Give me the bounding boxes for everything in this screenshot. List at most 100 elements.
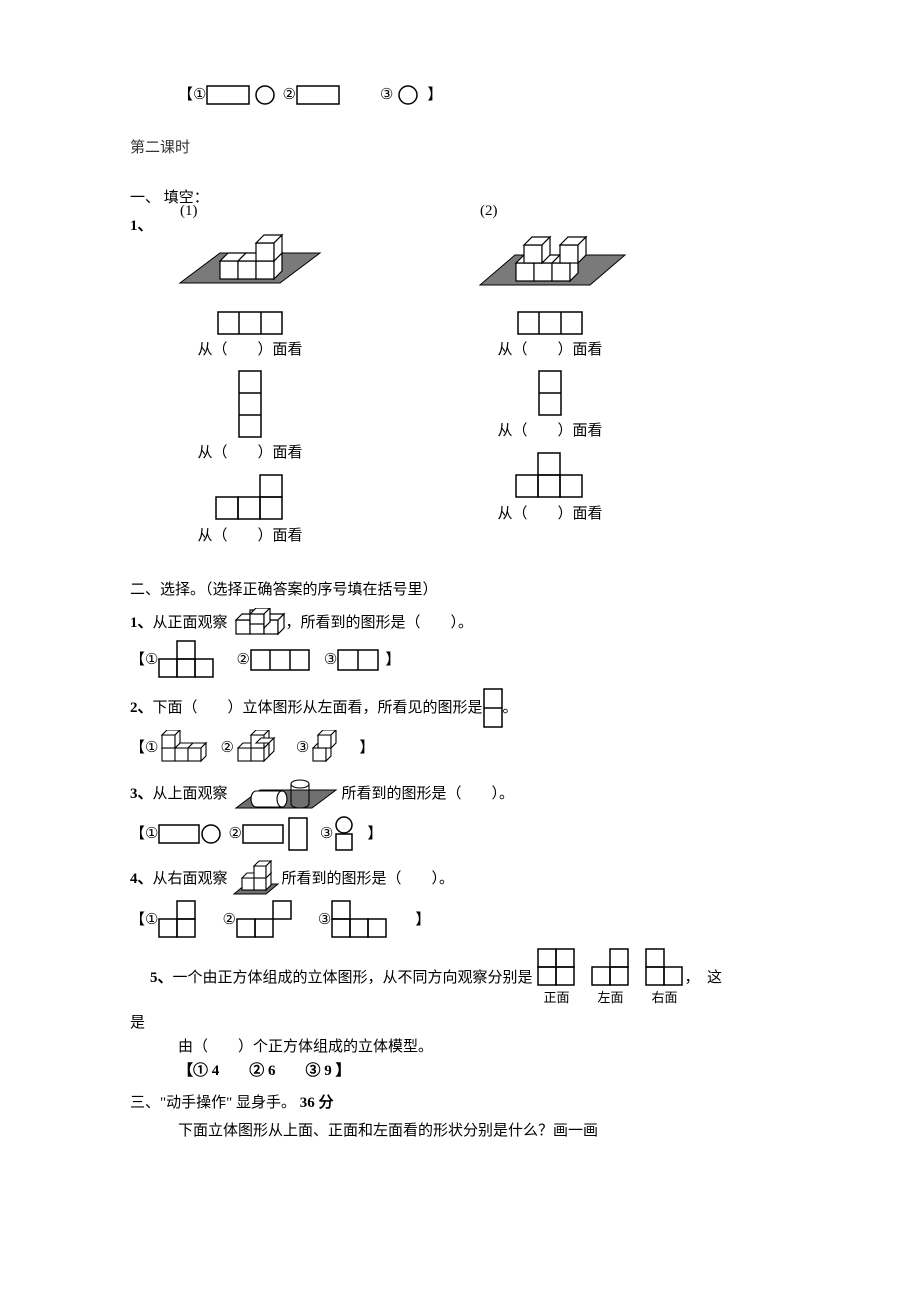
s3-heading-text: 三、"动手操作" 显身手。: [130, 1095, 296, 1111]
solid-opt1-icon: [158, 730, 210, 766]
figure-1-col: (1) 从（ ）面看 从（ ）面看: [170, 199, 330, 548]
circle-icon: [254, 84, 276, 106]
q-num: 3、: [130, 782, 153, 806]
s2-q5-line1b: 是: [130, 1011, 790, 1035]
bracket-l: 【: [178, 83, 193, 107]
l3-shape-icon: [158, 900, 200, 940]
q-end: 。: [503, 696, 518, 720]
q1-number: 1、: [130, 214, 153, 238]
s2-q2: 2、 下面（ ）立体图形从左面看，所看见的图形是 。: [130, 688, 790, 728]
choice-2: ②: [220, 736, 233, 760]
q-text: 所看到的图形是（ ）。: [342, 782, 515, 806]
solid-q3-icon: [232, 774, 342, 814]
view-right-icon: [645, 948, 685, 988]
q-trail: ， 这: [685, 966, 723, 990]
choice-3: ③: [296, 736, 309, 760]
choice-1: ①: [193, 83, 206, 107]
solid-1-icon: [170, 223, 330, 303]
caption-left: 左面: [598, 988, 624, 1009]
s2-q4-choices: 【 ① ② ③ 】: [130, 900, 790, 940]
s3-instruction: 下面立体图形从上面、正面和左面看的形状分别是什么？画一画: [178, 1119, 790, 1143]
q-text: 下面（ ）立体图形从左面看，所看见的图形是: [153, 696, 483, 720]
q-text: 一个由正方体组成的立体图形，从不同方向观察分别是: [173, 966, 533, 990]
q-text: 所看到的图形是（ ）。: [282, 867, 455, 891]
top-choice-row: 【 ① ② ③ 】: [178, 83, 790, 107]
bracket-r: 】: [385, 648, 400, 672]
choice-3: ③: [320, 822, 333, 846]
choice-3: ③: [318, 908, 331, 932]
choice-1: ①: [145, 648, 158, 672]
bracket-l: 【: [130, 736, 145, 760]
rect-icon: [242, 824, 284, 844]
q-num: 5、: [150, 966, 173, 990]
choice-1: ①: [145, 908, 158, 932]
s2-q1: 1、 从正面观察 ，所看到的图形是（ ）。: [130, 608, 790, 638]
bracket-r: 】: [427, 83, 442, 107]
q-text: 从上面观察: [153, 782, 228, 806]
solid-opt3-icon: [309, 730, 351, 766]
view-label: 从（ ）面看: [197, 441, 302, 465]
grid-2x1-icon: [538, 370, 562, 416]
view-left-icon: [591, 948, 631, 988]
bracket-l: 【: [130, 822, 145, 846]
view-label: 从（ ）面看: [497, 338, 602, 362]
t-shape-icon: [158, 640, 218, 680]
figures-row: (1) 从（ ）面看 从（ ）面看: [170, 199, 790, 548]
tall-rect-icon: [288, 817, 308, 851]
s2-q5-choices: 【① 4 ② 6 ③ 9 】: [178, 1059, 790, 1083]
q-text: ，所看到的图形是（ ）。: [286, 611, 474, 635]
l3c-shape-icon: [331, 900, 391, 940]
grid-1x3-icon: [250, 649, 310, 671]
grid-3x1-icon: [238, 370, 262, 438]
s2-q1-choices: 【 ① ② ③ 】: [130, 640, 790, 680]
s2-q3: 3、 从上面观察 所看到的图形是（ ）。: [130, 774, 790, 814]
bracket-r: 】: [359, 736, 374, 760]
section-3-heading: 三、"动手操作" 显身手。 36 分: [130, 1091, 790, 1115]
stair-shape-icon: [215, 473, 285, 521]
view-label: 从（ ）面看: [197, 338, 302, 362]
q-num: 4、: [130, 867, 153, 891]
choice-3: ③: [324, 648, 337, 672]
solid-q4-icon: [232, 860, 282, 898]
section-2-heading: 二、选择。（选择正确答案的序号填在括号里）: [130, 578, 790, 602]
grid-1x3-icon: [217, 311, 283, 335]
grid-1x2-icon: [337, 649, 379, 671]
bracket-r: 】: [415, 908, 430, 932]
q-num: 2、: [130, 696, 153, 720]
view-label: 从（ ）面看: [497, 502, 602, 526]
view-label: 从（ ）面看: [197, 524, 302, 548]
lesson-2-title: 第二课时: [130, 136, 790, 160]
solid-opt2-icon: [234, 730, 286, 766]
choice-2: ②: [236, 648, 249, 672]
s2-q3-choices: 【 ① ② ③ 】: [130, 816, 790, 852]
q-text: 从正面观察: [153, 611, 228, 635]
grid-1x3-icon: [517, 311, 583, 335]
solid-2-icon: [470, 223, 630, 303]
fig2-label: (2): [480, 199, 498, 223]
caption-right: 右面: [652, 988, 678, 1009]
figure-2-col: (2) 从（ ）面看 从（ ）面看: [470, 199, 630, 548]
q-num: 1、: [130, 611, 153, 635]
choice-1: ①: [145, 736, 158, 760]
fig1-label: (1): [180, 199, 198, 223]
s2-q5-line1: 5、 一个由正方体组成的立体图形，从不同方向观察分别是 正面 左面 右面 ， 这: [150, 948, 790, 1009]
rect-icon: [158, 824, 200, 844]
caption-front: 正面: [544, 988, 570, 1009]
circle-icon: [200, 823, 222, 845]
rect-icon: [296, 85, 340, 105]
choice-2: ②: [282, 83, 295, 107]
l3b-shape-icon: [236, 900, 296, 940]
view-front-icon: [537, 948, 577, 988]
view-label: 从（ ）面看: [497, 419, 602, 443]
choice-3: ③: [380, 83, 393, 107]
circle-icon: [397, 84, 419, 106]
s2-q2-choices: 【 ① ② ③ 】: [130, 730, 790, 766]
s2-q4: 4、 从右面观察 所看到的图形是（ ）。: [130, 860, 790, 898]
circle-rect-icon: [333, 816, 355, 852]
bracket-r: 】: [367, 822, 382, 846]
choice-2: ②: [228, 822, 241, 846]
bracket-l: 【: [130, 648, 145, 672]
l-shape-icon: [515, 451, 585, 499]
bracket-l: 【: [130, 908, 145, 932]
choice-2: ②: [222, 908, 235, 932]
